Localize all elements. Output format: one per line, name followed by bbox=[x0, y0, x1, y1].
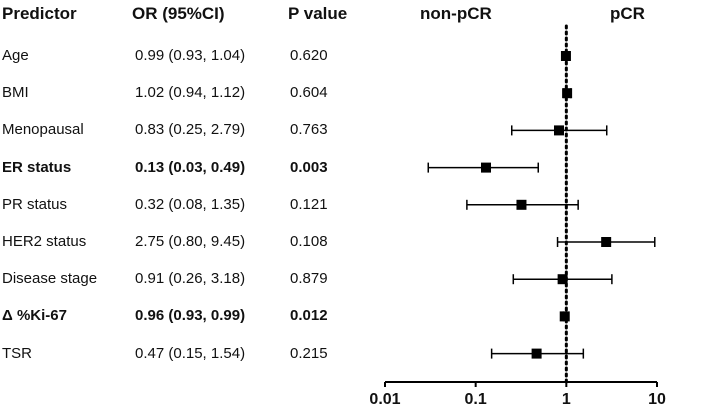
or-point bbox=[480, 162, 491, 173]
predictor-label: PR status bbox=[2, 195, 68, 213]
predictor-label: HER2 status bbox=[2, 233, 87, 250]
p-value: 0.620 bbox=[290, 47, 328, 64]
p-value: 0.763 bbox=[290, 121, 328, 139]
x-tick-label: 1 bbox=[562, 391, 571, 408]
or-point bbox=[601, 237, 612, 247]
or-point bbox=[516, 199, 527, 210]
p-value: 0.215 bbox=[290, 344, 328, 362]
or-ci-value: 0.83 (0.25, 2.79) bbox=[135, 121, 246, 139]
x-tick-label: 0.01 bbox=[369, 391, 400, 408]
pcr-label: pCR bbox=[610, 4, 645, 23]
or-ci-value: 2.75 (0.80, 9.45) bbox=[135, 233, 246, 250]
predictor-label: BMI bbox=[2, 84, 29, 102]
or-ci-value: 0.13 (0.03, 0.49) bbox=[135, 158, 246, 176]
or-point bbox=[531, 348, 542, 359]
p-value: 0.879 bbox=[290, 270, 328, 288]
or-ci-value: 0.47 (0.15, 1.54) bbox=[135, 344, 246, 362]
or-point bbox=[557, 274, 568, 285]
predictor-label: Age bbox=[2, 47, 29, 64]
or-ci-value: 0.32 (0.08, 1.35) bbox=[135, 195, 246, 213]
predictor-label: Δ %Ki-67 bbox=[2, 307, 67, 325]
or-ci-value: 0.99 (0.93, 1.04) bbox=[135, 47, 246, 64]
predictor-label: ER status bbox=[2, 158, 72, 176]
predictor-label: Menopausal bbox=[2, 121, 84, 139]
p-value-header: P value bbox=[288, 4, 348, 23]
p-value: 0.012 bbox=[290, 307, 328, 325]
predictor-label: Disease stage bbox=[2, 270, 98, 288]
p-value: 0.604 bbox=[290, 84, 328, 102]
predictor-header: Predictor bbox=[2, 4, 77, 23]
or-ci-value: 0.96 (0.93, 0.99) bbox=[135, 307, 246, 325]
x-tick-label: 0.1 bbox=[465, 391, 487, 408]
predictor-label: TSR bbox=[2, 344, 32, 362]
p-value: 0.121 bbox=[290, 195, 328, 213]
non-pcr-label: non-pCR bbox=[420, 4, 492, 23]
x-tick-label: 10 bbox=[648, 391, 666, 408]
or-point bbox=[559, 311, 570, 322]
or-header: OR (95%CI) bbox=[132, 4, 225, 23]
or-ci-value: 1.02 (0.94, 1.12) bbox=[135, 84, 246, 102]
p-value: 0.108 bbox=[290, 233, 328, 250]
or-ci-value: 0.91 (0.26, 3.18) bbox=[135, 270, 246, 288]
or-point bbox=[553, 125, 564, 136]
p-value: 0.003 bbox=[290, 158, 328, 176]
